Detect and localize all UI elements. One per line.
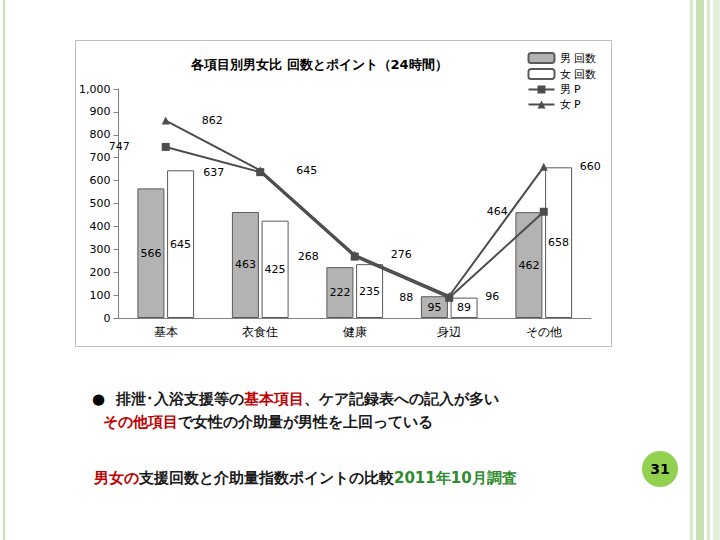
svg-text:645: 645 [296,164,317,177]
svg-text:276: 276 [391,248,412,261]
svg-text:645: 645 [170,238,191,251]
svg-text:463: 463 [235,258,256,271]
svg-text:425: 425 [265,263,286,276]
svg-text:各項目別男女比 回数とポイント（24時間）: 各項目別男女比 回数とポイント（24時間） [190,57,448,72]
svg-text:300: 300 [89,243,110,256]
svg-text:男 回数: 男 回数 [560,52,597,65]
svg-text:89: 89 [457,301,471,314]
svg-text:500: 500 [89,197,110,210]
svg-text:健康: 健康 [343,325,367,339]
svg-text:女 回数: 女 回数 [560,68,597,81]
svg-text:862: 862 [202,114,223,127]
svg-text:637: 637 [203,166,224,179]
svg-text:0: 0 [103,312,110,325]
svg-text:658: 658 [548,236,569,249]
svg-text:900: 900 [89,105,110,118]
svg-text:身辺: 身辺 [437,325,461,339]
svg-text:235: 235 [359,285,380,298]
html-text:男女の支援回数と介助量指数ポイントの比較2011年10月調査: 男女の支援回数と介助量指数ポイントの比較2011年10月調査 [94,469,517,487]
svg-text:200: 200 [89,266,110,279]
svg-text:566: 566 [140,247,161,260]
svg-text:その他: その他 [526,325,562,339]
svg-text:600: 600 [89,174,110,187]
svg-text:800: 800 [89,128,110,141]
svg-text:88: 88 [399,291,413,304]
svg-text:100: 100 [89,289,110,302]
svg-text:女 P: 女 P [560,98,581,111]
svg-text:96: 96 [485,290,499,303]
html-text:31: 31 [650,461,670,477]
svg-text:400: 400 [89,220,110,233]
svg-text:衣食住: 衣食住 [242,325,278,339]
svg-text:男 P: 男 P [560,83,581,96]
svg-text:基本: 基本 [154,325,178,339]
svg-text:747: 747 [109,140,130,153]
html-text:その他項目で女性の介助量が男性を上回っている: その他項目で女性の介助量が男性を上回っている [103,413,433,431]
svg-text:268: 268 [298,250,319,263]
svg-text:462: 462 [518,259,539,272]
svg-text:700: 700 [89,151,110,164]
svg-text:95: 95 [427,301,441,314]
html-text:●排泄･入浴支援等の基本項目、ケア記録表への記入が多い: ●排泄･入浴支援等の基本項目、ケア記録表への記入が多い [92,390,499,408]
svg-text:222: 222 [329,286,350,299]
svg-text:1,000: 1,000 [79,83,111,96]
svg-text:464: 464 [487,205,508,218]
svg-text:660: 660 [580,160,601,173]
